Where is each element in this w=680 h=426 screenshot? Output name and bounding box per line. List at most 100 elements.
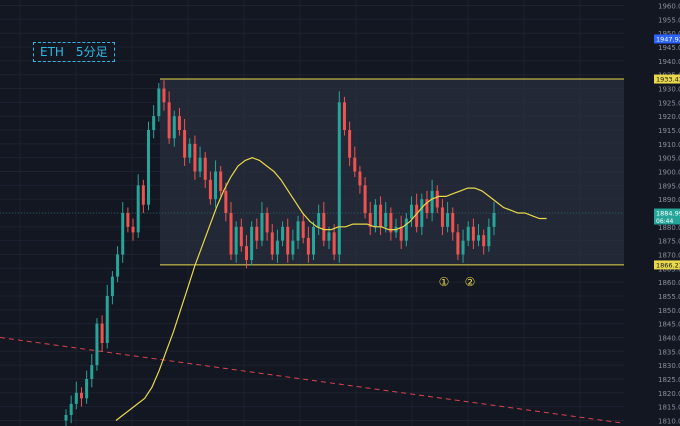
price-tick-label: 1940.00 <box>658 58 680 66</box>
candle-body <box>214 171 218 200</box>
price-tick-label: 1845.00 <box>658 321 680 329</box>
price-tick-label: 1960.00 <box>658 3 680 11</box>
candle-body <box>296 221 300 241</box>
price-tick-label: 1855.00 <box>658 293 680 301</box>
candle-body <box>275 240 279 255</box>
candle-body <box>193 143 197 172</box>
price-tick-label: 1860.00 <box>658 279 680 287</box>
candle-body <box>373 204 377 227</box>
candle-body <box>157 88 161 117</box>
candle-body <box>152 116 156 131</box>
price-tick-label: 1815.00 <box>658 404 680 412</box>
candle-body <box>126 213 130 227</box>
candle-body <box>110 276 114 296</box>
candle-body <box>312 226 316 255</box>
candle-body <box>451 213 455 233</box>
candle-body <box>409 204 413 219</box>
candle-body <box>363 185 367 213</box>
candle-body <box>224 190 228 213</box>
candle-body <box>172 116 176 139</box>
price-tick-label: 1920.00 <box>658 113 680 121</box>
candle-body <box>177 116 181 131</box>
price-tag <box>654 208 680 225</box>
candle-body <box>219 171 223 191</box>
candle-body <box>265 213 269 233</box>
price-tick-label: 1900.00 <box>658 169 680 177</box>
candle-body <box>317 213 321 227</box>
downtrend-line <box>0 336 625 424</box>
candle-body <box>244 246 248 261</box>
price-tag <box>654 74 680 84</box>
candle-body <box>332 232 336 255</box>
price-tick-label: 1925.00 <box>658 99 680 107</box>
candle-body <box>255 226 259 241</box>
candle-body <box>384 213 388 227</box>
candle-body <box>461 240 465 255</box>
candle-body <box>162 88 166 103</box>
candle-body <box>208 179 212 200</box>
candle-body <box>198 157 202 172</box>
candle-body <box>74 392 78 404</box>
candle-body <box>183 130 187 158</box>
price-tick-label: 1890.00 <box>658 196 680 204</box>
price-tick-label: 1870.00 <box>658 251 680 259</box>
price-tag-value: 1947.92 <box>656 35 680 43</box>
price-tick-label: 1910.00 <box>658 141 680 149</box>
candle-body <box>203 157 207 180</box>
candle-body <box>64 414 68 421</box>
candle-body <box>420 199 424 227</box>
candle-body <box>301 221 305 238</box>
candle-body <box>404 218 408 241</box>
annotation-1: ① <box>439 275 450 289</box>
candle-body <box>389 213 393 233</box>
annotation-2: ② <box>465 275 476 289</box>
price-tick-label: 1830.00 <box>658 362 680 370</box>
candle-body <box>456 232 460 255</box>
candle-body <box>399 226 403 241</box>
price-tag <box>654 260 680 270</box>
candle-body <box>147 130 151 205</box>
candle-body <box>136 185 140 233</box>
candle-body <box>188 143 192 158</box>
candle-body <box>229 213 233 255</box>
candle-body <box>90 365 94 379</box>
candle-body <box>270 232 274 255</box>
candle-body <box>446 213 450 227</box>
price-tag <box>654 34 680 44</box>
candle-body <box>379 204 383 227</box>
candle-body <box>260 213 264 241</box>
candle-body <box>95 323 99 366</box>
price-tag-value: 1884.99 <box>656 210 680 218</box>
candle-body <box>306 237 310 255</box>
candle-body <box>348 130 352 158</box>
candle-body <box>492 213 496 227</box>
candle-body <box>121 213 125 255</box>
candle-body <box>131 226 135 233</box>
price-tick-label: 1835.00 <box>658 348 680 356</box>
price-tag-value: 1933.43 <box>656 76 680 84</box>
candle-body <box>487 226 491 247</box>
moving-average-line <box>115 157 547 421</box>
price-tick-label: 1945.00 <box>658 44 680 52</box>
candle-body <box>477 235 481 241</box>
candle-body <box>100 323 104 344</box>
candle-body <box>327 232 331 241</box>
candle-body <box>239 226 243 247</box>
candle-body <box>358 171 362 186</box>
price-tick-label: 1895.00 <box>658 182 680 190</box>
candle-body <box>435 190 439 208</box>
price-tag-value: 1866.23 <box>656 261 680 269</box>
price-tick-label: 1840.00 <box>658 334 680 342</box>
candle-body <box>141 185 145 205</box>
price-tick-label: 1850.00 <box>658 307 680 315</box>
chart-title-label: ETH 5分足 <box>33 42 115 62</box>
candle-body <box>281 226 285 241</box>
candle-body <box>430 190 434 213</box>
candle-body <box>482 235 486 247</box>
price-tick-label: 1915.00 <box>658 127 680 135</box>
candle-body <box>337 102 341 255</box>
candle-body <box>234 226 238 255</box>
candle-body <box>415 204 419 227</box>
candle-body <box>322 213 326 241</box>
